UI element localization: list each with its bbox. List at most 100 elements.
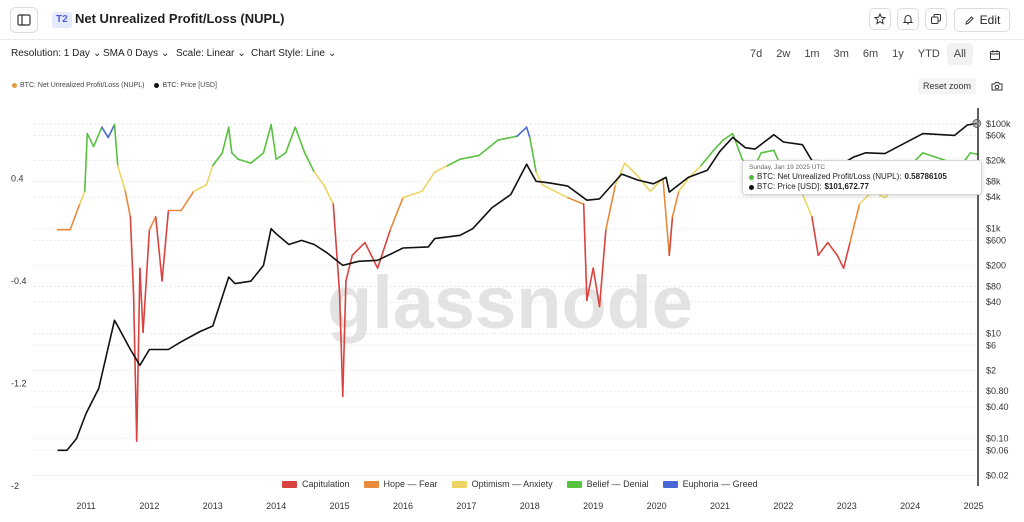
band-optimism-anxiety[interactable]: Optimism — Anxiety [451, 478, 553, 490]
chevron-down-icon: ⌄ [161, 48, 170, 59]
band-swatch-capitulation [282, 480, 297, 488]
nupl-segment [817, 241, 829, 257]
band-capitulation[interactable]: Capitulation [282, 478, 350, 490]
band-label-belief-denial: Belief — Denial [586, 479, 649, 489]
nupl-segment [636, 175, 652, 193]
time-range-selector: 7d 2w 1m 3m 6m 1y YTD All [743, 43, 974, 65]
nupl-segment [180, 190, 195, 212]
nupl-segment [671, 190, 680, 218]
x-tick-label: 2018 [520, 501, 540, 511]
sma-dropdown[interactable]: SMA 0 Days ⌄ [103, 48, 169, 59]
nupl-band-legend: Capitulation Hope — Fear Optimism — Anxi… [282, 478, 758, 490]
x-tick-label: 2012 [139, 501, 159, 511]
legend-item-nupl[interactable]: BTC: Net Unrealized Profit/Loss (NUPL) [12, 79, 144, 91]
nupl-segment [826, 241, 839, 257]
nupl-segment [205, 164, 214, 186]
nupl-segment [849, 203, 861, 244]
nupl-segment [132, 292, 138, 442]
x-tick-label: 2017 [456, 501, 476, 511]
nupl-segment [677, 177, 690, 193]
edit-button[interactable]: Edit [954, 8, 1010, 32]
range-1m[interactable]: 1m [804, 48, 820, 60]
legend-item-price[interactable]: BTC: Price [USD] [154, 79, 217, 91]
nupl-segment [221, 126, 230, 154]
date-picker-button[interactable] [986, 46, 1004, 64]
right-tick-label: $8k [986, 176, 1001, 186]
nupl-chart[interactable]: glassnode 0.4 -0.4 -1.2 -2 $100k$60k $20k $8k… [0, 100, 1024, 522]
nupl-segment [148, 216, 157, 231]
nupl-segment [668, 216, 674, 257]
nupl-segment [842, 241, 851, 269]
copy-button[interactable] [925, 8, 947, 30]
nupl-segment [124, 190, 132, 218]
sidebar-toggle-button[interactable] [10, 7, 38, 33]
nupl-segment [605, 184, 617, 231]
nupl-segment [592, 267, 601, 308]
x-tick-label: 2025 [964, 501, 984, 511]
band-swatch-belief-denial [566, 480, 582, 488]
band-belief-denial[interactable]: Belief — Denial [566, 478, 649, 490]
camera-icon [991, 82, 1003, 91]
sma-label: SMA 0 Days [103, 48, 159, 59]
range-ytd[interactable]: YTD [917, 48, 940, 60]
nupl-segment [86, 132, 95, 148]
chevron-down-icon: ⌄ [92, 48, 102, 59]
x-tick-label: 2020 [647, 501, 667, 511]
tooltip-row-nupl: BTC: Net Unrealized Profit/Loss (NUPL): … [749, 172, 975, 182]
legend-dot-price [154, 82, 160, 88]
resolution-dropdown[interactable]: Resolution: 1 Day ⌄ [11, 48, 101, 59]
nupl-segment [92, 126, 103, 148]
scale-dropdown[interactable]: Scale: Linear ⌄ [176, 48, 246, 59]
nupl-segment [922, 152, 943, 161]
favorite-button[interactable] [869, 8, 891, 30]
band-hope-fear[interactable]: Hope — Fear [363, 478, 438, 490]
pencil-icon [964, 15, 974, 25]
chart-style-dropdown[interactable]: Chart Style: Line ⌄ [251, 48, 336, 59]
tooltip-price-value: $101,672.77 [824, 182, 869, 191]
tier-badge: T2 [52, 12, 72, 28]
nupl-segment [161, 209, 170, 282]
band-label-hope-fear: Hope — Fear [383, 479, 438, 489]
x-tick-label: 2013 [203, 501, 223, 511]
nupl-segment [313, 171, 325, 186]
band-swatch-euphoria-greed [662, 480, 678, 488]
left-tick-label: -2 [11, 481, 19, 491]
nupl-segment [116, 164, 127, 193]
nupl-segment [275, 152, 287, 161]
legend-dot-nupl [12, 82, 17, 88]
nupl-segment [760, 149, 775, 154]
nupl-segment [528, 136, 537, 173]
nupl-segment [722, 132, 734, 141]
edit-button-label: Edit [979, 13, 1001, 27]
chevron-down-icon: ⌄ [237, 48, 246, 59]
range-all[interactable]: All [946, 43, 974, 65]
right-tick-label: $20k [986, 155, 1006, 165]
sidebar-panel-icon [17, 14, 31, 26]
range-1y[interactable]: 1y [892, 48, 904, 60]
calendar-icon [990, 50, 1000, 60]
nupl-segment [731, 132, 743, 161]
nupl-segment [497, 135, 518, 141]
top-bar: T2 Net Unrealized Profit/Loss (NUPL) Edi… [0, 0, 1024, 40]
right-tick-label: $2 [986, 365, 996, 375]
range-2w[interactable]: 2w [776, 48, 791, 60]
bell-icon [902, 15, 914, 25]
nupl-segment [69, 203, 81, 231]
screenshot-button[interactable] [990, 79, 1004, 93]
tooltip-nupl-value: 0.58786105 [904, 172, 947, 181]
band-euphoria-greed[interactable]: Euphoria — Greed [662, 478, 758, 490]
copy-icon [931, 14, 941, 24]
nupl-segment [142, 228, 151, 334]
legend-label-nupl: BTC: Net Unrealized Profit/Loss (NUPL) [20, 81, 145, 89]
alert-button[interactable] [897, 8, 919, 30]
reset-zoom-button[interactable]: Reset zoom [918, 78, 977, 94]
nupl-segment [262, 123, 272, 154]
range-3m[interactable]: 3m [833, 48, 849, 60]
nupl-segment [811, 216, 820, 257]
nupl-segment [284, 126, 297, 154]
range-7d[interactable]: 7d [750, 48, 763, 60]
resolution-label: Resolution: 1 Day [11, 48, 90, 59]
nupl-segment [712, 139, 724, 152]
x-tick-label: 2011 [76, 501, 95, 511]
range-6m[interactable]: 6m [862, 48, 879, 60]
